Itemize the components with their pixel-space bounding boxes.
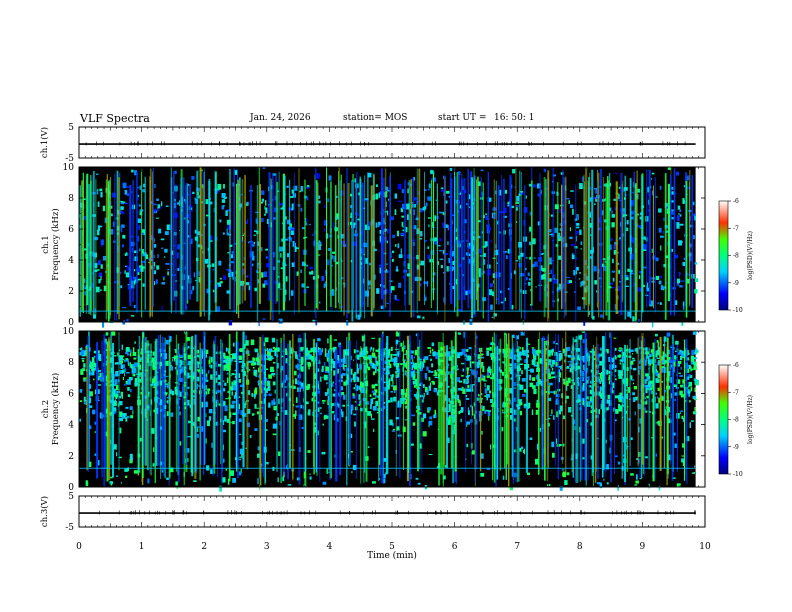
figure-title: VLF Spectra: [80, 112, 150, 125]
colorbar-tick-label: -6: [733, 198, 739, 205]
y-axis-label: Frequency (kHz): [50, 208, 61, 280]
y-tick-label: 2: [68, 452, 74, 462]
x-tick-label: 8: [577, 542, 583, 552]
x-tick-label: 4: [327, 542, 333, 552]
colorbar-label: log(PSD)(V²/Hz): [747, 395, 754, 444]
y-tick-label: 8: [68, 194, 74, 204]
x-tick-label: 0: [76, 542, 82, 552]
channel-label: ch.2: [41, 400, 51, 418]
y-tick-label: 8: [68, 358, 74, 368]
start-ut-label: start UT =: [438, 113, 487, 123]
x-tick-label: 7: [514, 542, 520, 552]
x-tick-label: 3: [264, 542, 270, 552]
y-tick-label: -5: [65, 523, 74, 533]
date-label: Jan. 24, 2026: [250, 113, 311, 123]
colorbar-tick-label: -7: [733, 389, 739, 396]
y-tick-label: 5: [68, 492, 74, 502]
colorbar-label: log(PSD)(V²/Hz): [747, 231, 754, 280]
y-tick-label: 5: [68, 123, 74, 133]
y-tick-label: 10: [63, 327, 75, 337]
colorbar-tick-label: -9: [733, 444, 739, 451]
y-axis-label: Frequency (kHz): [50, 373, 61, 445]
colorbar-tick-label: -9: [733, 280, 739, 287]
colorbar-tick-label: -7: [733, 225, 739, 232]
x-tick-label: 2: [201, 542, 207, 552]
x-tick-label: 5: [389, 542, 395, 552]
x-axis-label: Time (min): [367, 550, 417, 561]
colorbar-tick-label: -10: [733, 471, 743, 478]
colorbar: [718, 364, 729, 475]
spectrogram-image: [79, 167, 699, 328]
colorbar-tick-label: -6: [733, 362, 739, 369]
y-tick-label: 0: [68, 483, 74, 493]
y-tick-label: 2: [68, 287, 74, 297]
y-tick-label: 6: [68, 225, 74, 235]
x-tick-label: 10: [699, 542, 711, 552]
y-tick-label: 4: [68, 256, 74, 266]
station-label: station= MOS: [343, 113, 408, 123]
y-tick-label: -5: [65, 154, 74, 164]
colorbar-tick-label: -10: [733, 307, 743, 314]
channel-label: ch.1: [41, 235, 51, 253]
y-axis-label: ch.1(V): [39, 127, 50, 158]
spectrogram-image: [79, 331, 699, 492]
colorbar: [718, 200, 729, 311]
colorbar-tick-label: -8: [733, 417, 739, 424]
y-axis-label: ch.3(V): [39, 496, 50, 527]
waveform-spikes: [99, 510, 696, 515]
y-tick-label: 10: [63, 163, 75, 173]
x-tick-label: 9: [640, 542, 646, 552]
y-tick-label: 4: [68, 421, 74, 431]
waveform-spikes: [85, 141, 686, 146]
start-ut-value: 16: 50: 1: [494, 113, 535, 123]
y-tick-label: 6: [68, 389, 74, 399]
x-tick-label: 1: [139, 542, 145, 552]
y-tick-label: 0: [68, 318, 74, 328]
colorbar-tick-label: -8: [733, 253, 739, 260]
x-tick-label: 6: [452, 542, 458, 552]
